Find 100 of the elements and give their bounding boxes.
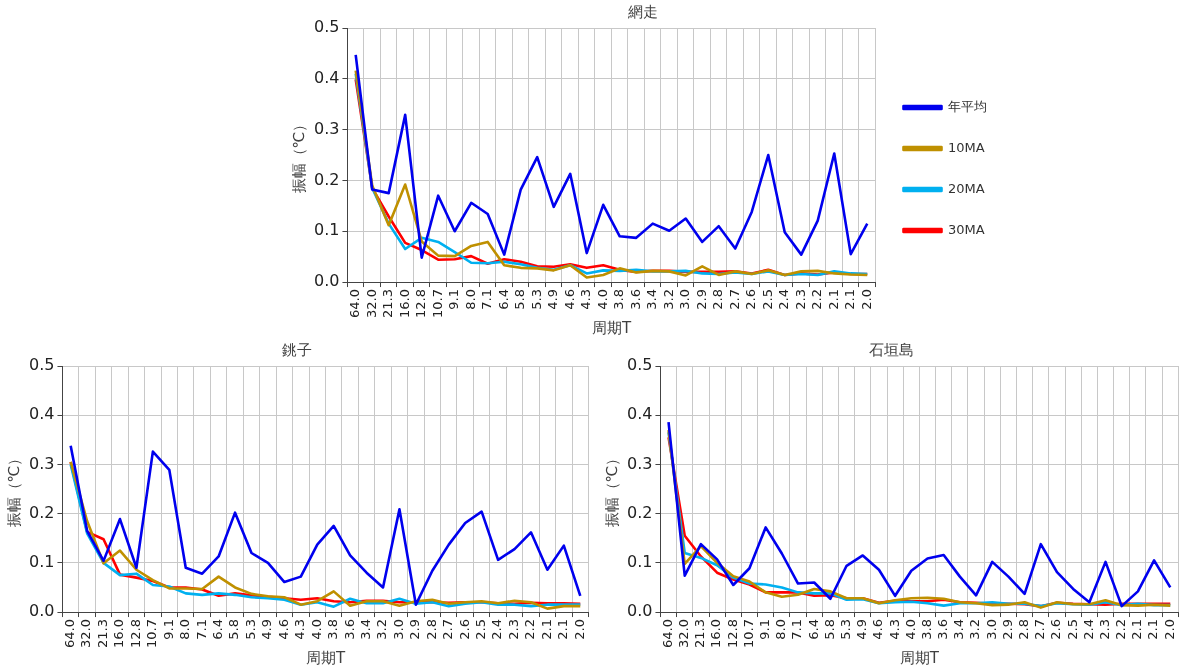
x-tick-label: 6.4: [209, 619, 225, 640]
x-tick-label: 2.6: [743, 289, 759, 310]
x-tick-label: 64.0: [347, 289, 363, 319]
x-tick-label: 10.7: [429, 289, 445, 319]
x-tick-label: 3.0: [390, 619, 406, 640]
x-tick-label: 12.8: [724, 619, 740, 649]
x-tick-label: 2.7: [1032, 619, 1048, 640]
x-tick-label: 3.0: [983, 619, 999, 640]
x-tick-label: 7.1: [193, 619, 209, 640]
x-tick-label: 10.7: [740, 619, 756, 649]
x-tick-label: 2.5: [759, 289, 775, 310]
chart-title: 銚子: [282, 340, 312, 359]
x-tick-label: 2.2: [1113, 619, 1129, 640]
x-tick-label: 2.7: [440, 619, 456, 640]
y-tick-label: 0.0: [28, 601, 55, 621]
x-tick-label: 4.6: [870, 619, 886, 640]
x-tick-label: 8.0: [773, 619, 789, 640]
y-tick-label: 0.2: [313, 169, 340, 189]
x-tick-label: 32.0: [78, 619, 94, 649]
x-tick-label: 2.2: [809, 289, 825, 310]
y-tick-label: 0.4: [626, 404, 653, 424]
x-tick-label: 2.1: [842, 289, 858, 310]
x-tick-label: 32.0: [363, 289, 379, 319]
x-tick-label: 10.7: [144, 619, 160, 649]
x-tick-label: 3.6: [627, 289, 643, 310]
y-tick-label: 0.1: [313, 220, 340, 240]
x-axis-title: 周期T: [591, 318, 632, 337]
x-axis-title: 周期T: [899, 648, 940, 667]
x-tick-label: 3.2: [374, 619, 390, 640]
x-tick-label: 4.0: [594, 289, 610, 310]
x-tick-label: 32.0: [676, 619, 692, 649]
x-tick-label: 2.3: [505, 619, 521, 640]
legend-label: 20MA: [948, 180, 985, 196]
y-tick-label: 0.3: [313, 118, 340, 138]
y-tick-label: 0.2: [626, 502, 653, 522]
x-tick-label: 7.1: [789, 619, 805, 640]
x-tick-label: 21.3: [692, 619, 708, 649]
y-axis-title: 振幅（℃）: [289, 116, 308, 194]
x-tick-label: 5.3: [528, 289, 544, 310]
x-tick-label: 2.1: [825, 289, 841, 310]
x-tick-label: 12.8: [413, 289, 429, 319]
y-tick-label: 0.3: [28, 453, 55, 473]
x-tick-label: 2.6: [456, 619, 472, 640]
y-tick-label: 0.0: [313, 271, 340, 291]
x-tick-label: 12.8: [127, 619, 143, 649]
x-tick-label: 4.3: [292, 619, 308, 640]
x-tick-label: 5.8: [821, 619, 837, 640]
x-tick-label: 4.6: [275, 619, 291, 640]
x-tick-label: 2.8: [1015, 619, 1031, 640]
x-tick-label: 3.8: [918, 619, 934, 640]
x-tick-label: 3.8: [611, 289, 627, 310]
chart-title: 網走: [627, 2, 658, 21]
x-tick-label: 8.0: [177, 619, 193, 640]
x-tick-label: 3.8: [325, 619, 341, 640]
x-tick-label: 9.1: [446, 289, 462, 310]
x-tick-label: 16.0: [708, 619, 724, 649]
x-tick-label: 16.0: [396, 289, 412, 319]
x-tick-label: 2.0: [571, 619, 587, 640]
x-tick-label: 5.3: [242, 619, 258, 640]
x-tick-label: 2.1: [1145, 619, 1161, 640]
x-tick-label: 3.4: [357, 619, 373, 640]
x-tick-label: 2.0: [858, 289, 874, 310]
x-tick-label: 2.1: [555, 619, 571, 640]
y-tick-label: 0.1: [626, 552, 653, 571]
x-tick-label: 2.4: [776, 289, 792, 310]
y-tick-label: 0.5: [313, 17, 340, 37]
x-tick-label: 3.6: [935, 619, 951, 640]
y-tick-label: 0.4: [28, 404, 55, 424]
x-tick-label: 64.0: [659, 619, 675, 649]
legend-label: 年平均: [948, 98, 987, 114]
y-tick-label: 0.0: [626, 601, 653, 621]
x-tick-label: 5.8: [512, 289, 528, 310]
x-tick-label: 2.8: [710, 289, 726, 310]
x-tick-label: 16.0: [111, 619, 127, 649]
x-tick-label: 2.3: [792, 289, 808, 310]
legend-label: 30MA: [948, 221, 985, 237]
x-tick-label: 2.4: [489, 619, 505, 640]
y-tick-label: 0.2: [28, 502, 55, 522]
x-tick-label: 2.1: [1129, 619, 1145, 640]
x-tick-label: 2.5: [473, 619, 489, 640]
x-tick-label: 3.6: [341, 619, 357, 640]
x-tick-label: 3.2: [967, 619, 983, 640]
x-axis-title: 周期T: [305, 648, 346, 667]
x-tick-label: 5.8: [226, 619, 242, 640]
x-tick-label: 2.1: [538, 619, 554, 640]
y-tick-label: 0.5: [626, 355, 653, 375]
y-tick-label: 0.1: [28, 552, 55, 571]
x-tick-label: 3.4: [644, 289, 660, 310]
x-tick-label: 2.9: [999, 619, 1015, 640]
x-tick-label: 5.3: [837, 619, 853, 640]
legend-label: 10MA: [948, 139, 985, 155]
x-tick-label: 3.0: [677, 289, 693, 310]
x-tick-label: 9.1: [757, 619, 773, 640]
x-tick-label: 2.7: [726, 289, 742, 310]
y-axis-title: 振幅（℃）: [602, 450, 621, 528]
x-tick-label: 4.3: [886, 619, 902, 640]
x-tick-label: 2.6: [1048, 619, 1064, 640]
x-tick-label: 9.1: [160, 619, 176, 640]
chart-title: 石垣島: [868, 340, 914, 359]
x-tick-label: 2.5: [1064, 619, 1080, 640]
